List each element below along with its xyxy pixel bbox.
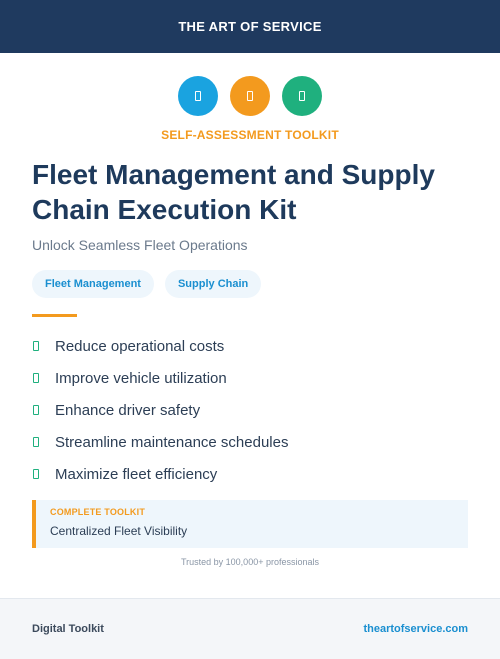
- document-icon: [230, 76, 270, 116]
- feature-item: Reduce operational costs: [32, 330, 288, 362]
- footer-label: Digital Toolkit: [32, 623, 104, 635]
- callout-kicker: COMPLETE TOOLKIT: [50, 507, 146, 517]
- tag-list: Fleet Management Supply Chain: [32, 270, 262, 298]
- check-icon: [33, 341, 39, 351]
- footer-link[interactable]: theartofservice.com: [363, 623, 468, 635]
- feature-text: Reduce operational costs: [55, 337, 225, 355]
- page-subtitle: Unlock Seamless Fleet Operations: [32, 237, 248, 253]
- document-icon: [178, 76, 218, 116]
- check-icon: [33, 405, 39, 415]
- page-title: Fleet Management and Supply Chain Execut…: [32, 159, 435, 225]
- feature-list: Reduce operational costs Improve vehicle…: [32, 330, 288, 490]
- feature-item: Streamline maintenance schedules: [32, 426, 288, 458]
- check-icon: [33, 437, 39, 447]
- accent-divider: [32, 314, 77, 317]
- feature-item: Maximize fleet efficiency: [32, 458, 288, 490]
- icon-row: [0, 76, 500, 116]
- feature-text: Streamline maintenance schedules: [55, 433, 289, 451]
- feature-text: Maximize fleet efficiency: [55, 465, 218, 483]
- check-icon: [33, 469, 39, 479]
- trust-line: Trusted by 100,000+ professionals: [180, 557, 319, 567]
- check-icon: [33, 373, 39, 383]
- brand-name: THE ART OF SERVICE: [178, 19, 322, 34]
- feature-text: Improve vehicle utilization: [55, 369, 227, 387]
- toolkit-callout: COMPLETE TOOLKIT Centralized Fleet Visib…: [32, 500, 468, 548]
- tag-fleet-management[interactable]: Fleet Management: [32, 270, 154, 298]
- feature-text: Enhance driver safety: [55, 401, 201, 419]
- document-icon: [282, 76, 322, 116]
- top-banner: THE ART OF SERVICE: [0, 0, 500, 53]
- callout-text: Centralized Fleet Visibility: [50, 524, 188, 538]
- tag-supply-chain[interactable]: Supply Chain: [164, 270, 262, 298]
- toolkit-kicker: SELF-ASSESSMENT TOOLKIT: [161, 128, 339, 142]
- feature-item: Enhance driver safety: [32, 394, 288, 426]
- feature-item: Improve vehicle utilization: [32, 362, 288, 394]
- footer: Digital Toolkit theartofservice.com: [0, 598, 500, 659]
